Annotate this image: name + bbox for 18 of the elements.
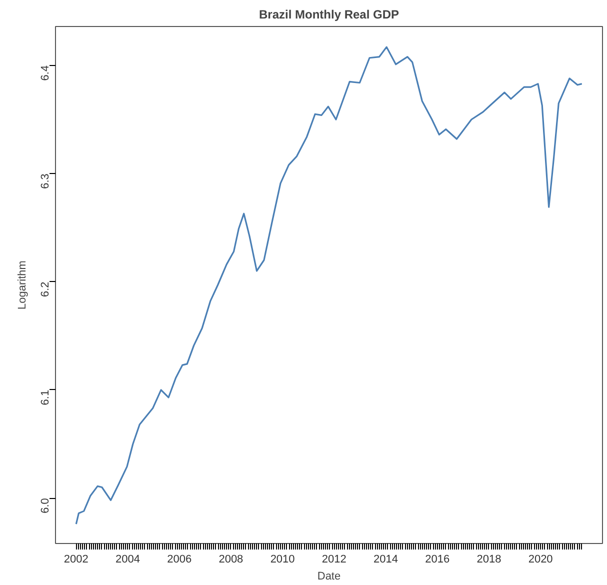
chart-title: Brazil Monthly Real GDP — [258, 8, 400, 22]
x-tick-label: 2004 — [116, 554, 140, 566]
y-tick-label: 6.0 — [40, 498, 52, 514]
x-tick-label: 2002 — [64, 554, 88, 566]
x-axis-title: Date — [317, 570, 341, 582]
x-tick-label: 2012 — [322, 554, 346, 566]
y-tick-label: 6.2 — [40, 282, 52, 298]
x-tick-label: 2020 — [528, 554, 553, 566]
x-tick-label: 2010 — [270, 554, 295, 566]
y-tick-label: 6.4 — [40, 65, 52, 81]
y-tick-label: 6.1 — [40, 390, 52, 406]
y-axis-title: Logarithm — [16, 260, 28, 310]
x-tick-label: 2016 — [425, 554, 450, 566]
x-tick-label: 2006 — [167, 554, 192, 566]
x-tick-label: 2018 — [476, 554, 502, 566]
y-tick-label: 6.3 — [40, 174, 52, 189]
x-tick-label: 2014 — [374, 554, 398, 566]
x-tick-label: 2008 — [218, 554, 244, 566]
